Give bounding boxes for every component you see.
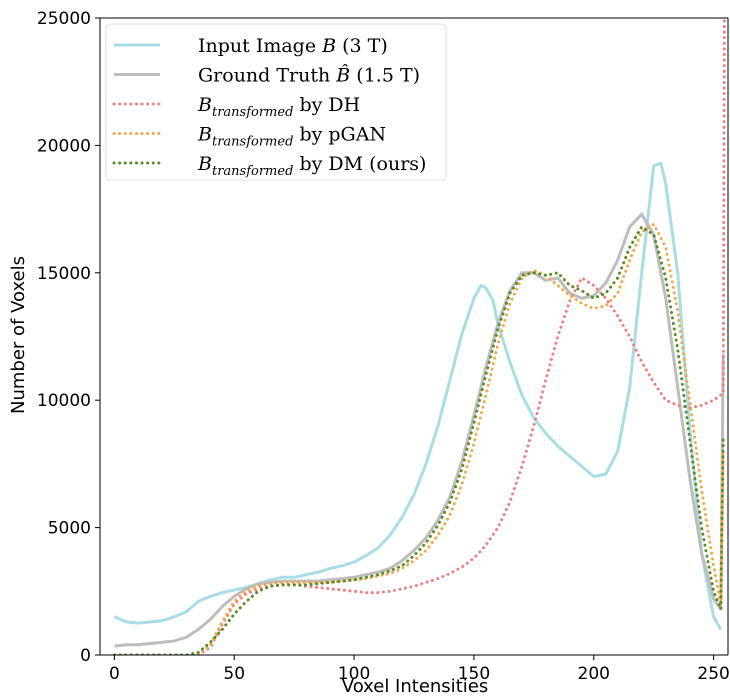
y-axis-title: Number of Voxels — [8, 256, 29, 414]
legend-label-4: Btransformed by DM (ours) — [197, 153, 426, 179]
series-line-3 — [112, 222, 725, 655]
x-tick-label: 250 — [697, 664, 729, 684]
legend: Input Image B (3 T) Ground Truth B̂ (1.5 … — [105, 23, 447, 181]
legend-label-1: Ground Truth B̂ (1.5 T) — [198, 64, 420, 86]
x-tick-label: 200 — [578, 664, 610, 684]
legend-box — [105, 23, 447, 181]
series-line-0 — [113, 161, 723, 631]
series-line-2 — [112, 18, 726, 655]
y-tick-label: 15000 — [37, 264, 91, 284]
series-line-4 — [112, 225, 725, 655]
x-tick-label: 100 — [338, 664, 370, 684]
legend-label-2: Btransformed by DH — [197, 94, 360, 120]
y-tick-label: 10000 — [37, 391, 91, 411]
series-line-1 — [114, 212, 725, 648]
y-tick-label: 0 — [80, 646, 91, 666]
y-tick-label: 20000 — [37, 136, 91, 156]
x-tick-label: 0 — [109, 664, 120, 684]
x-axis-title: Voxel Intensities — [342, 676, 488, 696]
x-tick-label: 150 — [458, 664, 490, 684]
legend-label-0: Input Image B (3 T) — [198, 35, 388, 57]
x-tick-label: 50 — [223, 664, 245, 684]
series-layer — [112, 18, 726, 655]
y-tick-label: 25000 — [37, 9, 91, 29]
y-tick-label: 5000 — [48, 519, 91, 539]
legend-label-3: Btransformed by pGAN — [197, 124, 386, 150]
axes-layer: 0 50 100 150 200 250 0 5000 10000 15000 20000 25000 — [37, 9, 730, 684]
